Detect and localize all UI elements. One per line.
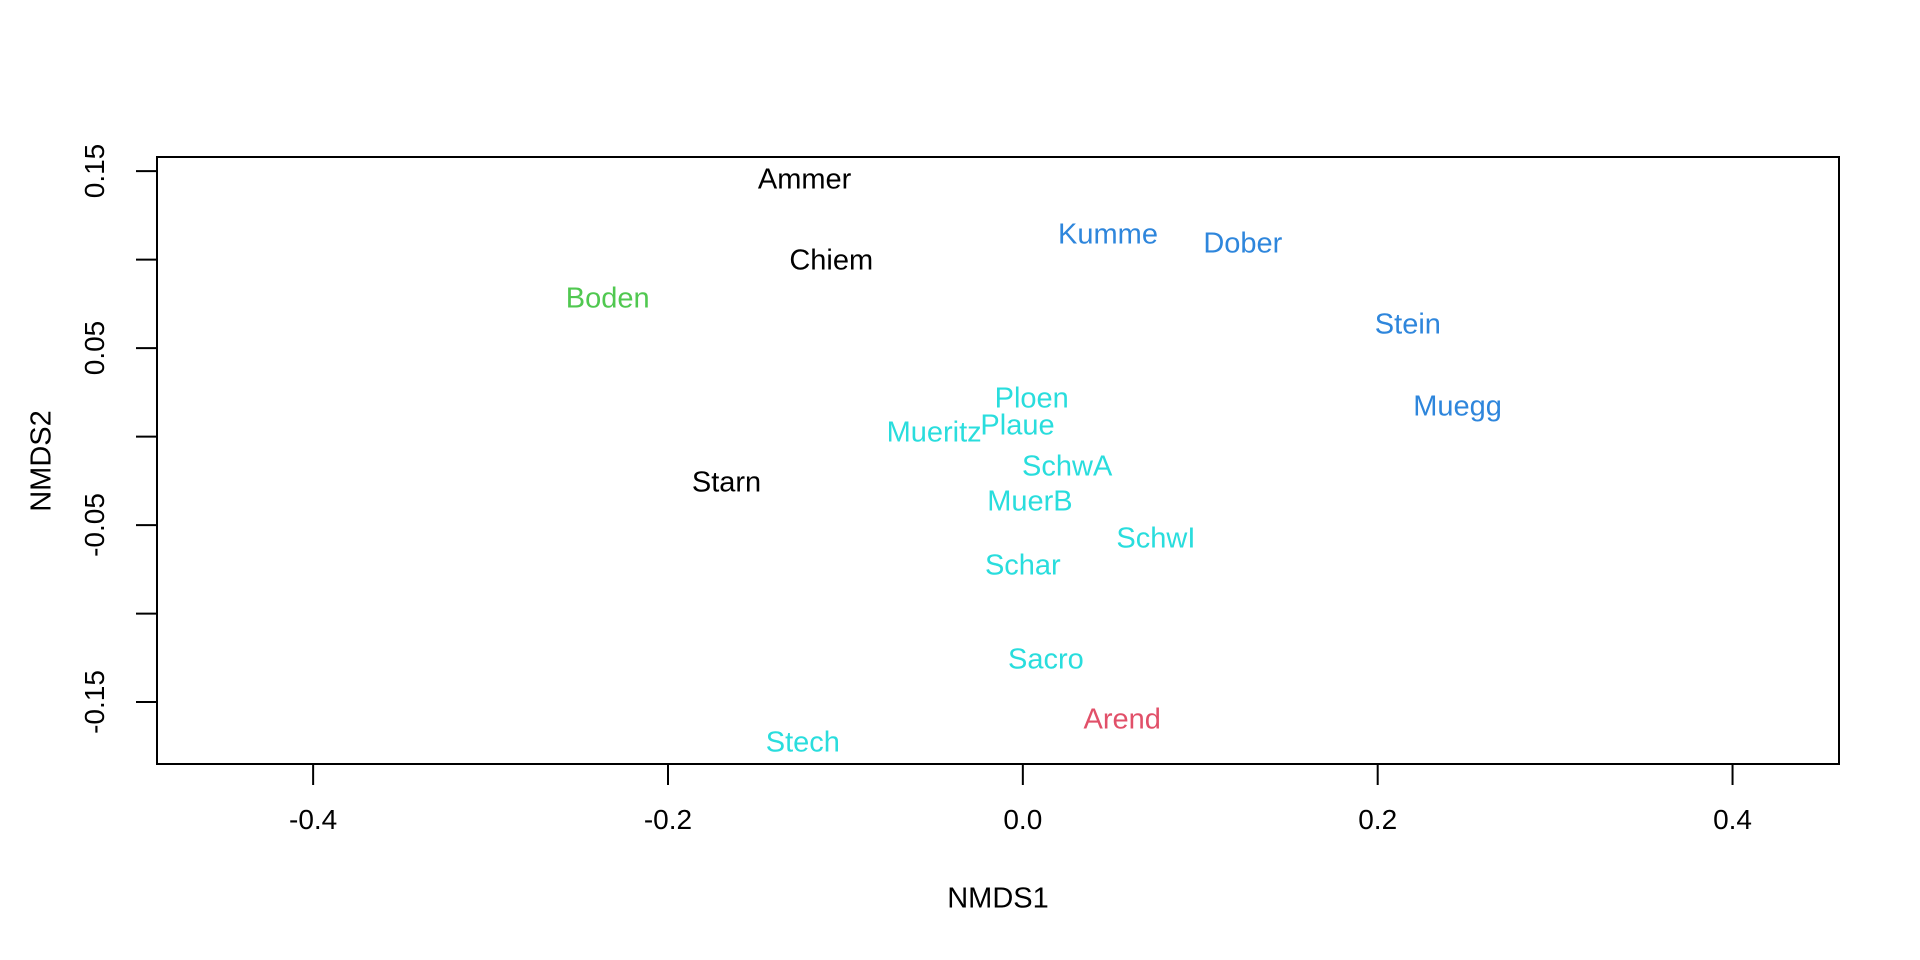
x-tick-label: 0.0 [1003,804,1043,835]
y-tick-label: -0.05 [79,493,110,557]
point-label-mueritz: Mueritz [886,416,982,449]
point-label-starn: Starn [691,466,762,499]
point-label-sacro: Sacro [1008,643,1084,676]
point-label-schar: Schar [984,549,1061,582]
x-tick-label: -0.4 [289,804,338,835]
point-label-ammer: Ammer [757,163,852,196]
x-tick-label: -0.2 [643,804,693,835]
point-label-kumme: Kumme [1058,218,1158,251]
point-label-schwa: SchwA [1022,450,1113,483]
y-axis-title: NMDS2 [25,409,58,512]
x-axis-title: NMDS1 [947,882,1049,915]
point-label-arend: Arend [1083,703,1161,736]
plot-box [156,156,1840,765]
point-label-stech: Stech [765,726,840,759]
point-label-boden: Boden [565,282,650,315]
point-label-dober: Dober [1203,227,1283,260]
y-tick-label: -0.15 [79,670,110,734]
point-label-muerb: MuerB [987,485,1073,518]
point-label-plaue: Plaue [980,409,1055,442]
point-label-chiem: Chiem [789,244,874,277]
point-label-stein: Stein [1374,308,1441,341]
y-tick-label: 0.05 [79,320,110,376]
point-label-ploen: Ploen [994,382,1069,415]
point-label-schwi: SchwI [1116,522,1196,555]
x-tick-label: 0.4 [1713,804,1752,835]
y-tick-label: 0.15 [79,143,110,199]
point-label-muegg: Muegg [1413,390,1502,423]
x-tick-label: 0.2 [1358,804,1398,835]
